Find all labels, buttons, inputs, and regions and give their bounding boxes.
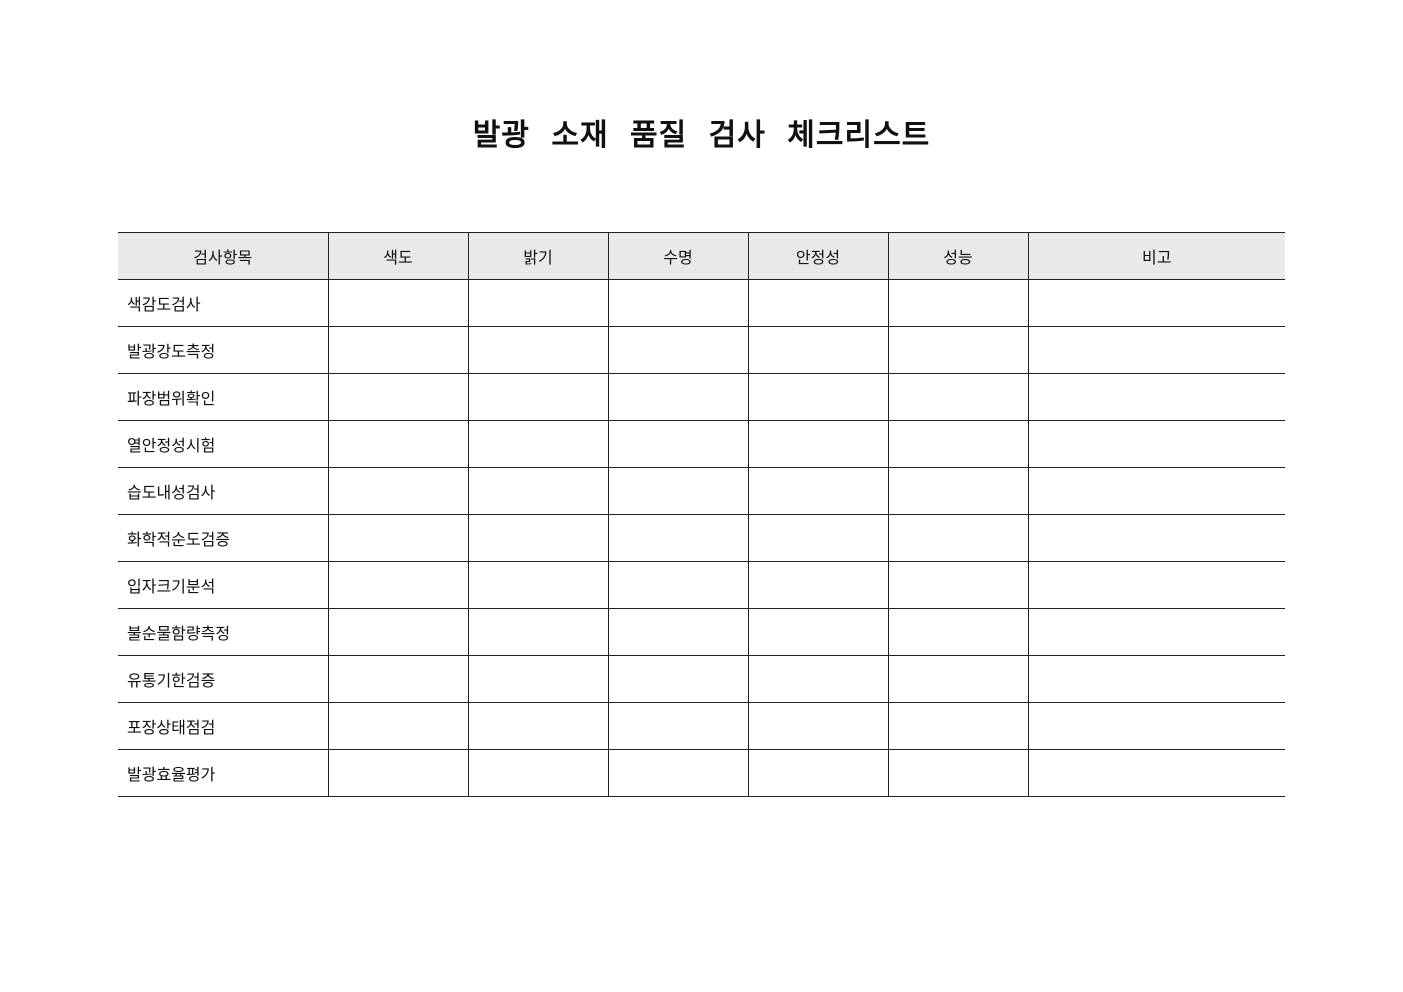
check-cell[interactable] [887,608,1029,656]
table-row: 입자크기분석 [118,561,1285,609]
check-cell[interactable] [887,561,1029,609]
check-cell[interactable] [1027,326,1285,374]
check-cell[interactable] [327,373,469,421]
check-cell[interactable] [607,467,749,515]
check-cell[interactable] [747,326,889,374]
header-stability: 안정성 [747,232,889,280]
check-cell[interactable] [327,279,469,327]
check-cell[interactable] [887,373,1029,421]
check-cell[interactable] [327,561,469,609]
check-cell[interactable] [887,279,1029,327]
check-cell[interactable] [1027,514,1285,562]
checklist-table: 검사항목 색도 밝기 수명 안정성 성능 비고 색감도검사 발광강도측정 파장범위확… [118,232,1285,797]
check-cell[interactable] [887,702,1029,750]
table-row: 열안정성시험 [118,420,1285,468]
check-cell[interactable] [467,514,609,562]
check-cell[interactable] [1027,373,1285,421]
check-cell[interactable] [607,702,749,750]
header-lifetime: 수명 [607,232,749,280]
check-cell[interactable] [747,467,889,515]
check-cell[interactable] [327,514,469,562]
check-cell[interactable] [607,561,749,609]
check-cell[interactable] [887,655,1029,703]
check-cell[interactable] [747,655,889,703]
inspection-item: 입자크기분석 [118,561,329,609]
check-cell[interactable] [467,749,609,797]
table-row: 불순물함량측정 [118,608,1285,656]
check-cell[interactable] [1027,467,1285,515]
check-cell[interactable] [887,467,1029,515]
check-cell[interactable] [1027,279,1285,327]
check-cell[interactable] [467,561,609,609]
check-cell[interactable] [747,561,889,609]
table-row: 화학적순도검증 [118,514,1285,562]
header-brightness: 밝기 [467,232,609,280]
check-cell[interactable] [1027,608,1285,656]
check-cell[interactable] [467,655,609,703]
check-cell[interactable] [1027,655,1285,703]
check-cell[interactable] [327,326,469,374]
table-row: 포장상태점검 [118,702,1285,750]
check-cell[interactable] [467,702,609,750]
inspection-item: 포장상태점검 [118,702,329,750]
table-row: 습도내성검사 [118,467,1285,515]
check-cell[interactable] [747,279,889,327]
check-cell[interactable] [887,749,1029,797]
check-cell[interactable] [467,420,609,468]
check-cell[interactable] [747,702,889,750]
header-performance: 성능 [887,232,1029,280]
inspection-item: 불순물함량측정 [118,608,329,656]
check-cell[interactable] [327,608,469,656]
check-cell[interactable] [747,749,889,797]
header-color: 색도 [327,232,469,280]
check-cell[interactable] [1027,561,1285,609]
page-title: 발광 소재 품질 검사 체크리스트 [472,118,931,153]
check-cell[interactable] [327,467,469,515]
check-cell[interactable] [467,608,609,656]
check-cell[interactable] [747,420,889,468]
check-cell[interactable] [607,749,749,797]
table-row: 파장범위확인 [118,373,1285,421]
check-cell[interactable] [607,373,749,421]
inspection-item: 화학적순도검증 [118,514,329,562]
inspection-item: 파장범위확인 [118,373,329,421]
table-row: 발광강도측정 [118,326,1285,374]
header-row: 검사항목 색도 밝기 수명 안정성 성능 비고 [118,232,1285,280]
check-cell[interactable] [887,326,1029,374]
check-cell[interactable] [607,279,749,327]
check-cell[interactable] [1027,702,1285,750]
inspection-item: 열안정성시험 [118,420,329,468]
check-cell[interactable] [887,514,1029,562]
check-cell[interactable] [747,514,889,562]
check-cell[interactable] [467,279,609,327]
check-cell[interactable] [327,420,469,468]
check-cell[interactable] [1027,420,1285,468]
inspection-item: 색감도검사 [118,279,329,327]
check-cell[interactable] [747,373,889,421]
inspection-item: 유통기한검증 [118,655,329,703]
header-remarks: 비고 [1027,232,1285,280]
check-cell[interactable] [467,326,609,374]
table-row: 색감도검사 [118,279,1285,327]
table-row: 발광효율평가 [118,749,1285,797]
check-cell[interactable] [607,326,749,374]
table-row: 유통기한검증 [118,655,1285,703]
inspection-item: 발광효율평가 [118,749,329,797]
check-cell[interactable] [1027,749,1285,797]
check-cell[interactable] [607,514,749,562]
check-cell[interactable] [607,655,749,703]
check-cell[interactable] [887,420,1029,468]
check-cell[interactable] [607,608,749,656]
check-cell[interactable] [607,420,749,468]
inspection-item: 발광강도측정 [118,326,329,374]
check-cell[interactable] [327,655,469,703]
check-cell[interactable] [467,467,609,515]
header-item: 검사항목 [118,232,329,280]
check-cell[interactable] [747,608,889,656]
check-cell[interactable] [467,373,609,421]
check-cell[interactable] [327,749,469,797]
check-cell[interactable] [327,702,469,750]
inspection-item: 습도내성검사 [118,467,329,515]
